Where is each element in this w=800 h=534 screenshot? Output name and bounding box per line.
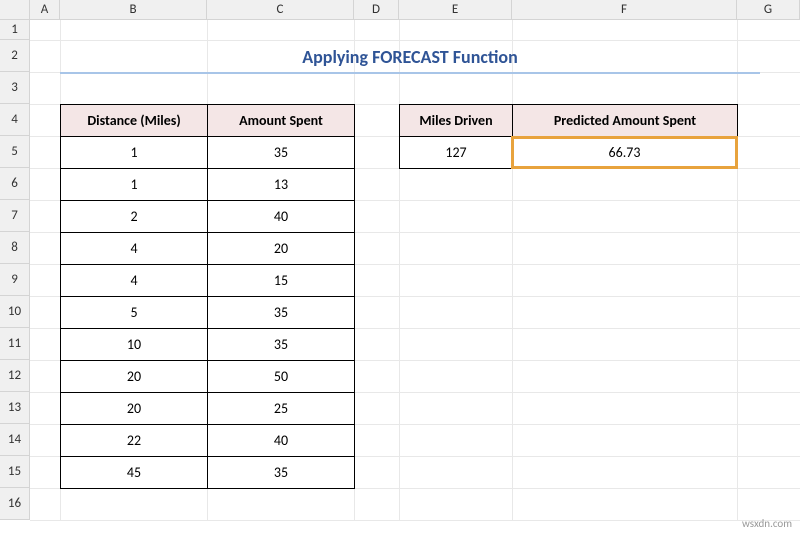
title-underline [60,72,760,74]
active-cell-selection[interactable]: 66.73 [511,136,738,169]
select-all-corner[interactable] [0,0,30,19]
row-header-7[interactable]: 7 [0,200,30,232]
row-header-16[interactable]: 16 [0,488,30,520]
table-row[interactable]: 2025 [61,393,355,425]
table-row[interactable]: 240 [61,201,355,233]
row-header-6[interactable]: 6 [0,168,30,200]
row-header-10[interactable]: 10 [0,296,30,328]
table-row[interactable]: 2050 [61,361,355,393]
row-header-8[interactable]: 8 [0,232,30,264]
col-header-A[interactable]: A [30,0,60,19]
row-header-13[interactable]: 13 [0,392,30,424]
page-title: Applying FORECAST Function [60,46,760,68]
main-data-table: Distance (Miles) Amount Spent 135 113 24… [60,104,355,489]
table-row[interactable]: 113 [61,169,355,201]
main-header-amount[interactable]: Amount Spent [208,105,355,137]
table-row[interactable]: 420 [61,233,355,265]
row-header-4[interactable]: 4 [0,104,30,136]
miles-driven-cell[interactable]: 127 [400,137,513,169]
row-header-3[interactable]: 3 [0,72,30,104]
main-header-distance[interactable]: Distance (Miles) [61,105,208,137]
selected-cell-value: 66.73 [609,144,641,161]
watermark: wsxdn.com [742,517,792,530]
col-header-B[interactable]: B [60,0,207,19]
result-header-miles[interactable]: Miles Driven [400,105,513,137]
row-header-12[interactable]: 12 [0,360,30,392]
col-header-G[interactable]: G [737,0,800,19]
row-header-14[interactable]: 14 [0,424,30,456]
row-header-2[interactable]: 2 [0,40,30,72]
table-row[interactable]: 1035 [61,329,355,361]
table-row[interactable]: 135 [61,137,355,169]
row-header-9[interactable]: 9 [0,264,30,296]
row-header-11[interactable]: 11 [0,328,30,360]
row-header-15[interactable]: 15 [0,456,30,488]
spreadsheet: A B C D E F G 1 2 3 4 5 6 7 8 9 10 11 12… [0,0,800,534]
col-header-D[interactable]: D [354,0,399,19]
table-row[interactable]: 2240 [61,425,355,457]
table-row[interactable]: 415 [61,265,355,297]
table-row[interactable]: 4535 [61,457,355,489]
col-header-F[interactable]: F [512,0,737,19]
column-headers-row: A B C D E F G [0,0,800,20]
row-header-1[interactable]: 1 [0,20,30,40]
row-headers-col: 1 2 3 4 5 6 7 8 9 10 11 12 13 14 15 16 [0,20,30,520]
cells-grid[interactable]: Applying FORECAST Function Distance (Mil… [30,20,800,520]
row-header-5[interactable]: 5 [0,136,30,168]
result-header-predicted[interactable]: Predicted Amount Spent [513,105,738,137]
col-header-C[interactable]: C [207,0,354,19]
col-header-E[interactable]: E [399,0,512,19]
table-row[interactable]: 535 [61,297,355,329]
